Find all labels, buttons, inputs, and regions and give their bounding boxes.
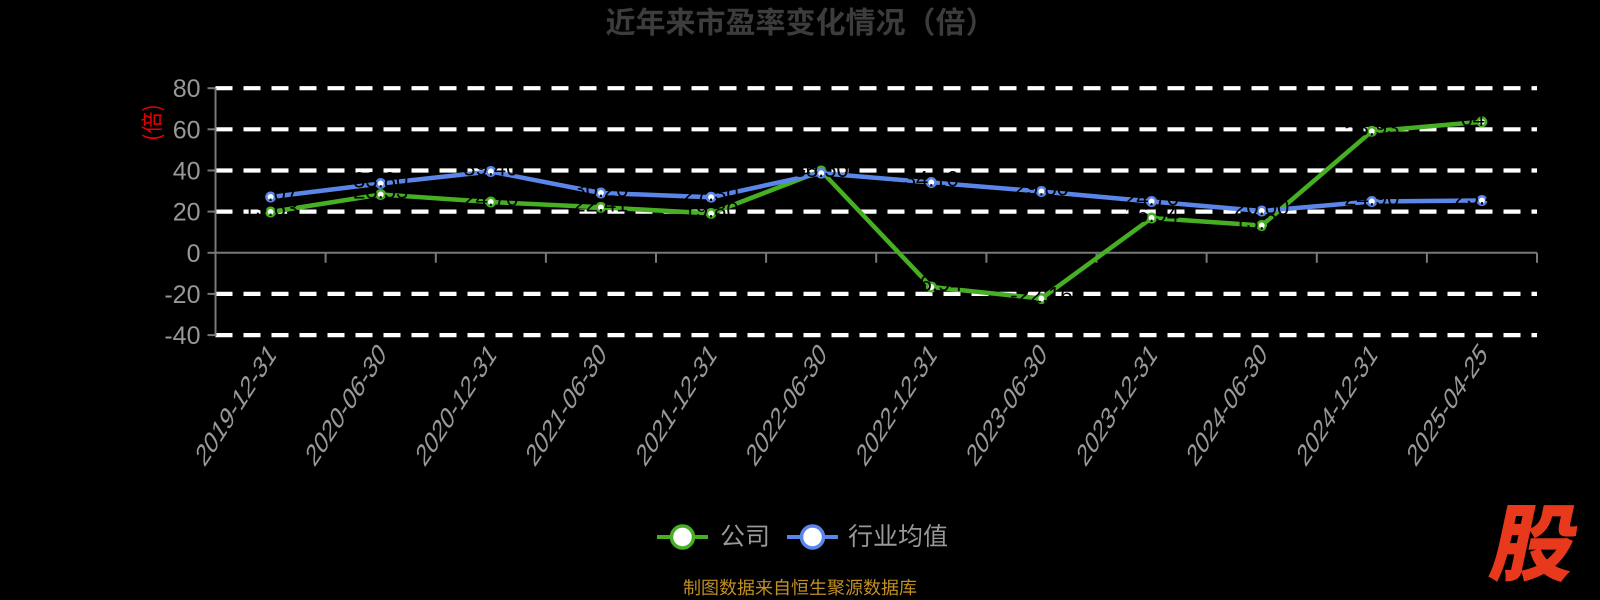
svg-text:24.70: 24.70	[463, 186, 518, 211]
svg-text:-22.16: -22.16	[1010, 283, 1072, 308]
svg-text:20: 20	[173, 199, 201, 227]
svg-text:38.50: 38.50	[794, 157, 849, 182]
svg-text:34.10: 34.10	[904, 167, 959, 192]
svg-text:29.80: 29.80	[1014, 176, 1069, 201]
svg-text:20.00: 20.00	[1234, 195, 1289, 220]
svg-text:24.70: 24.70	[1124, 186, 1179, 211]
svg-text:-16.94: -16.94	[900, 271, 962, 296]
svg-text:27.07: 27.07	[243, 181, 298, 206]
svg-text:0: 0	[187, 240, 201, 268]
svg-text:60: 60	[173, 116, 201, 144]
svg-text:-20: -20	[164, 281, 200, 309]
svg-text:64.4: 64.4	[1460, 106, 1503, 131]
svg-text:-40: -40	[164, 322, 200, 350]
svg-text:40: 40	[173, 158, 201, 186]
svg-text:39.40: 39.40	[463, 156, 518, 181]
svg-text:24.90: 24.90	[1344, 186, 1399, 211]
svg-text:27.30: 27.30	[684, 181, 739, 206]
svg-text:25.40: 25.40	[1454, 185, 1509, 210]
svg-text:80: 80	[173, 75, 201, 103]
svg-text:58.93: 58.93	[1344, 115, 1399, 140]
svg-text:30.20: 30.20	[573, 177, 628, 202]
svg-text:33.80: 33.80	[353, 168, 408, 193]
